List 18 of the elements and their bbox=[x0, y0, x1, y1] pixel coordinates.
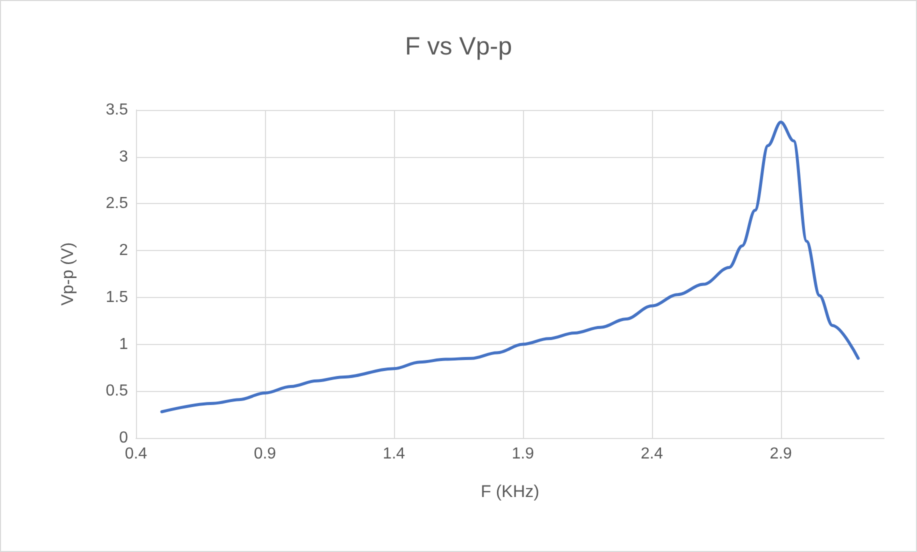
chart-title: F vs Vp-p bbox=[405, 32, 512, 60]
y-tick-label: 0 bbox=[119, 430, 128, 446]
y-tick-label: 0.5 bbox=[106, 382, 128, 400]
y-tick-label: 3 bbox=[119, 148, 128, 166]
x-tick-label: 1.4 bbox=[382, 446, 406, 462]
y-tick-label: 2 bbox=[119, 242, 128, 260]
x-tick-label: 2.9 bbox=[770, 446, 792, 462]
x-axis-title: F (KHz) bbox=[480, 482, 540, 501]
y-axis-title: Vp-p (V) bbox=[58, 242, 77, 306]
x-tick-label: 0.9 bbox=[254, 446, 276, 462]
line-series bbox=[160, 120, 860, 414]
x-tick-label: 2.4 bbox=[640, 446, 664, 462]
y-tick-label: 1.5 bbox=[106, 288, 128, 306]
x-tick-label: 1.9 bbox=[512, 446, 534, 462]
y-tick-label: 2.5 bbox=[106, 195, 128, 212]
y-tick-label: 1 bbox=[119, 336, 128, 353]
x-tick-label: 0.4 bbox=[124, 446, 148, 462]
y-tick-label: 3.5 bbox=[106, 102, 128, 118]
